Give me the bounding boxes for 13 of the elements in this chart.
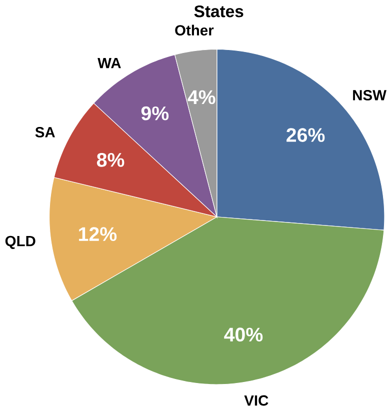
data-label: 8%	[96, 152, 124, 167]
slice-label: WA	[97, 58, 121, 68]
slice-label: Other	[174, 24, 214, 36]
data-label: 26%	[286, 128, 324, 142]
slice-label: SA	[35, 126, 55, 138]
data-label: 4%	[188, 90, 216, 104]
slice-label: NSW	[352, 90, 386, 100]
data-label: 40%	[224, 328, 262, 342]
data-label: 12%	[78, 227, 116, 242]
slice-label: QLD	[5, 236, 36, 250]
chart-title: States	[194, 5, 244, 18]
data-label: 9%	[141, 106, 168, 120]
slice-label: VIC	[244, 395, 268, 406]
